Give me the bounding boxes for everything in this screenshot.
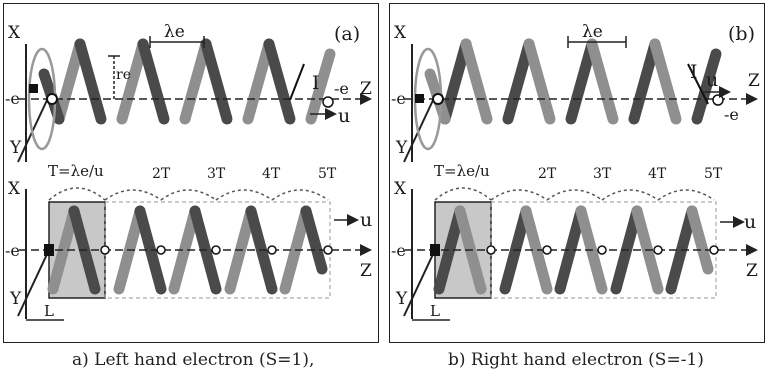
y-axis-bottom [403,249,436,317]
panel-a: X Y Z -e -e λe re I u (a) [3,3,379,343]
helix-stroke-dark [137,38,170,125]
wavelength-label: λe [164,22,185,42]
length-label: L [44,302,54,320]
axis-label-x-bottom: X [394,179,407,199]
axis-label-x-bottom: X [8,179,21,199]
helix-stroke-light [305,48,336,125]
caption-b: b) Right hand electron (S=-1) [448,350,704,370]
period-label: T=λe/u [48,162,104,180]
current-line [289,63,305,101]
period-label: T=λe/u [434,162,490,180]
charge-label-bottom: -e [391,241,406,260]
axis-label-z-bottom: Z [360,261,372,281]
panel-b: X Y Z -e -e λe I u (b) [389,3,765,343]
charge-label: -e [391,89,406,108]
panel-b-diagram: X Y Z -e -e λe I u (b) [391,22,760,321]
charge-label: -e [5,89,20,108]
caption-a: a) Left hand electron (S=1), [72,350,315,370]
helix-stroke-light [242,38,275,125]
velocity-label-top: u [338,105,350,127]
period-arcs [48,187,329,201]
panel-tag: (b) [728,23,755,45]
helix-stroke-dark [200,38,233,125]
velocity-label-top: u [706,69,718,91]
axis-label-z: Z [748,71,760,91]
axis-label-z: Z [360,79,372,99]
axis-label-x: X [394,23,407,43]
panel-tag: (a) [334,23,360,45]
period-label-3t: 3T [593,166,612,182]
axis-label-z-bottom: Z [746,261,758,281]
electron-position [432,93,444,105]
y-axis-top [17,95,50,163]
axis-label-y-bottom: Y [9,289,22,309]
period-label-4t: 4T [262,166,281,182]
velocity-label-bottom: u [744,211,756,233]
electron-marker-bottom [44,244,54,256]
helix-stroke-light [53,38,86,125]
charge-label-right: -e [334,79,349,98]
current-label: I [312,72,320,94]
electron-right [712,94,724,106]
period-points [100,245,333,255]
helix-stroke-dark [263,38,296,125]
electron-marker-bottom [430,244,440,256]
axis-label-y: Y [395,138,408,158]
charge-label-right: -e [724,105,739,124]
electron-right [322,96,334,108]
panel-a-diagram: X Y Z -e -e λe re I u (a) [5,22,372,321]
period-label-5t: 5T [704,166,723,182]
current-line [687,63,709,105]
helix-top-b [424,38,722,125]
length-label: L [430,302,440,320]
electron-marker [29,84,38,93]
helix-stroke-light [116,38,149,125]
velocity-label-bottom: u [360,209,372,231]
wavelength-label: λe [582,22,603,42]
helix-top-a [38,38,336,125]
radius-label: re [116,67,131,83]
charge-label-bottom: -e [5,241,20,260]
axis-label-x: X [8,23,21,43]
period-label-4t: 4T [648,166,667,182]
period-points [486,245,719,255]
helix-stroke-dark [74,38,107,125]
electron-position [46,93,58,105]
current-label: I [690,61,698,83]
axis-label-y: Y [9,138,22,158]
period-label-3t: 3T [207,166,226,182]
period-label-5t: 5T [318,166,337,182]
period-arcs [434,187,715,201]
period-label-2t: 2T [538,166,557,182]
helix-stroke-light [179,38,212,125]
axis-label-y-bottom: Y [395,289,408,309]
y-axis-top [403,95,436,163]
y-axis-bottom [17,249,50,317]
electron-marker [415,94,424,103]
period-label-2t: 2T [152,166,171,182]
